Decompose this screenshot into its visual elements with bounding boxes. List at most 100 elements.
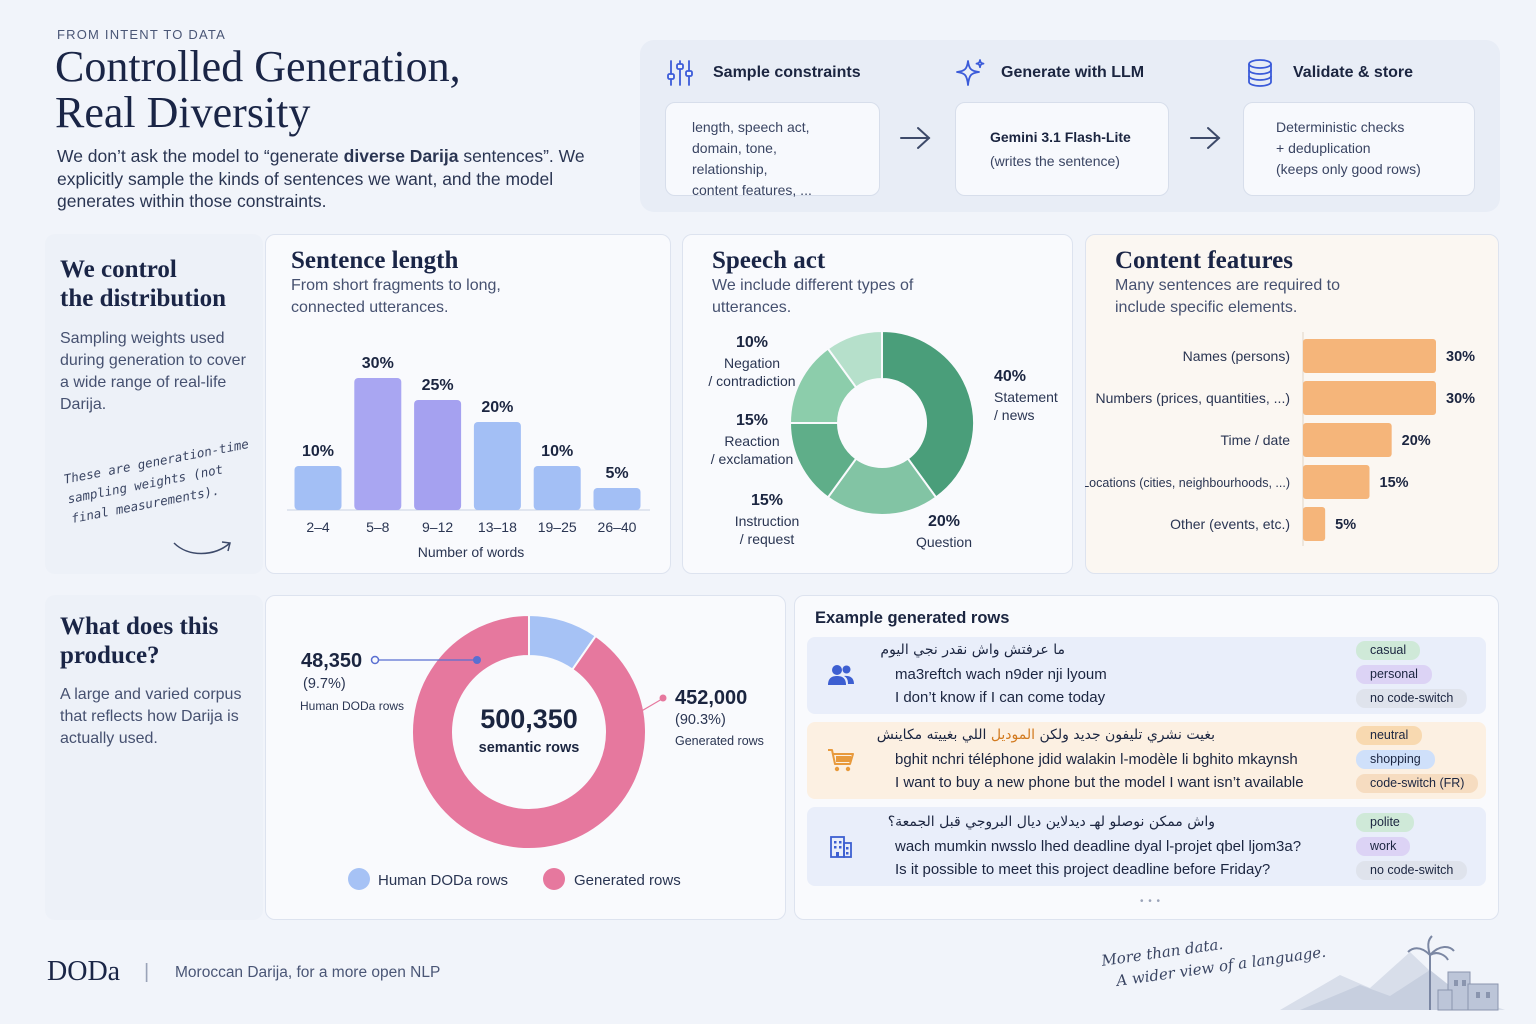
sliders-icon xyxy=(667,60,693,86)
brand-logo: DODa xyxy=(47,956,121,987)
speech-act-subtitle: We include different types of utterances… xyxy=(712,277,914,316)
bar xyxy=(414,400,462,510)
slice-value-label: 15% xyxy=(736,412,768,429)
x-axis-label: Number of words xyxy=(418,544,525,560)
example-english: I want to buy a new phone but the model … xyxy=(895,774,1304,791)
example-arabic: واش ممكن نوصلو لهـ ديدلاين ديال البروجي … xyxy=(887,814,1215,830)
footer-tagline: Moroccan Darija, for a more open NLP xyxy=(175,964,441,981)
bar xyxy=(1303,339,1436,373)
lead-text: We don’t ask the model to “generate dive… xyxy=(57,145,617,213)
example-arabic: ما عرفتش واش نقدر نجي اليوم xyxy=(880,642,1065,658)
step-3-header: Validate & store xyxy=(1245,58,1413,88)
step-3-line-3: (keeps only good rows) xyxy=(1276,161,1421,177)
sentence-length-chart: Number of words 10% 2–4 30% 5–8 25% 9–12 20% 13… xyxy=(287,355,650,560)
bar xyxy=(593,488,641,510)
tag-code-switch: code-switch (FR) xyxy=(1356,774,1479,793)
x-tick-label: 26–40 xyxy=(598,519,637,535)
x-tick-label: 19–25 xyxy=(538,519,577,535)
step-2-box: Gemini 3.1 Flash-Lite (writes the senten… xyxy=(955,102,1169,196)
example-latin: bghit nchri téléphone jdid walakin l-mod… xyxy=(895,751,1298,768)
example-english: Is it possible to meet this project dead… xyxy=(895,861,1271,878)
lead-bold: diverse Darija xyxy=(343,146,459,166)
legend-label: Human DODa rows xyxy=(378,872,508,889)
tag-code-switch: no code-switch xyxy=(1356,861,1468,880)
tag-tone: neutral xyxy=(1356,726,1423,745)
x-tick-label: 2–4 xyxy=(306,519,330,535)
center-label: semantic rows xyxy=(479,740,580,756)
title-line-2: Real Diversity xyxy=(55,88,311,137)
slice-category-label: / contradiction xyxy=(708,373,795,389)
title-line-1: Controlled Generation, xyxy=(55,42,461,91)
y-tick-label: Names (persons) xyxy=(1183,348,1290,364)
step-1-header: Sample constraints xyxy=(665,58,861,88)
y-tick-label: Locations (cities, neighbourhoods, ...) xyxy=(1085,476,1290,490)
step-2-line-2: (writes the sentence) xyxy=(990,153,1120,169)
lead-post: sentences”. We explicitly sample the kin… xyxy=(57,146,585,211)
step-3-box: Deterministic checks + deduplication (ke… xyxy=(1243,102,1475,196)
example-row: واش ممكن نوصلو لهـ ديدلاين ديال البروجي … xyxy=(807,807,1486,886)
produce-desc: A large and varied corpus that reflects … xyxy=(60,686,242,747)
step-3-title: Validate & store xyxy=(1293,64,1414,81)
donut-slice xyxy=(881,329,975,499)
slice-category-label: / request xyxy=(740,531,795,547)
produce-title-line-2: produce? xyxy=(60,642,160,669)
example-arabic-highlight: الموديل xyxy=(990,727,1036,743)
content-features-title: Content features xyxy=(1115,247,1293,274)
bar-value-label: 30% xyxy=(1446,349,1475,365)
bar xyxy=(1303,507,1326,541)
speech-act-chart: 40% Statement / news 20% Question 15% Instruct… xyxy=(708,329,1058,550)
y-tick-label: Other (events, etc.) xyxy=(1170,516,1290,532)
bar-value-label: 30% xyxy=(362,355,394,372)
bar-value-label: 10% xyxy=(302,443,334,460)
database-icon xyxy=(1248,59,1272,87)
bar-value-label: 25% xyxy=(422,377,454,394)
x-tick-label: 13–18 xyxy=(478,519,517,535)
callout-value: 48,350 xyxy=(301,650,362,672)
sentence-length-card xyxy=(265,234,671,574)
produce-side-panel xyxy=(45,595,263,920)
example-arabic-post: اللي بغييته مكاينش xyxy=(876,727,991,743)
examples-title: Example generated rows xyxy=(815,609,1010,627)
page-title: Controlled Generation, Real Diversity xyxy=(55,44,461,136)
donut-slice xyxy=(826,329,883,389)
distribution-title: We control the distribution xyxy=(60,255,226,313)
y-tick-label: Time / date xyxy=(1220,432,1290,448)
slice-value-label: 10% xyxy=(736,334,768,351)
eyebrow: FROM INTENT TO DATA xyxy=(57,27,226,42)
step-3-line-2: + deduplication xyxy=(1276,140,1371,156)
bar-value-label: 30% xyxy=(1446,391,1475,407)
slice-value-label: 15% xyxy=(751,492,783,509)
lead-pre: We don’t ask the model to “generate xyxy=(57,146,344,166)
slice-category-label: Question xyxy=(916,534,972,550)
callout-value: 452,000 xyxy=(675,687,747,709)
curved-arrow-icon xyxy=(173,541,231,555)
slice-category-label: / exclamation xyxy=(711,451,793,467)
sentence-length-title: Sentence length xyxy=(291,247,459,274)
slice-category-label: Reaction xyxy=(724,433,779,449)
bar-value-label: 20% xyxy=(481,399,513,416)
bar-value-label: 15% xyxy=(1380,475,1409,491)
arrow-right-icon xyxy=(1190,127,1221,149)
bar-value-label: 10% xyxy=(541,443,573,460)
distribution-side-panel xyxy=(45,234,263,574)
center-value: 500,350 xyxy=(480,704,578,734)
distribution-desc: Sampling weights used during generation … xyxy=(60,330,246,413)
bar xyxy=(294,466,342,510)
people-icon xyxy=(828,665,854,685)
step-1-line-3: content features, ... xyxy=(692,182,812,198)
step-1-line-2: domain, tone, relationship, xyxy=(692,140,777,177)
bar-value-label: 5% xyxy=(605,465,628,482)
content-features-subtitle: Many sentences are required to include s… xyxy=(1115,277,1341,316)
bar xyxy=(354,378,402,510)
bar xyxy=(473,422,521,510)
tag-code-switch: no code-switch xyxy=(1356,689,1468,708)
example-row: ما عرفتش واش نقدر نجي اليوم ma3reftch wa… xyxy=(807,637,1486,714)
building-icon xyxy=(830,836,852,858)
produce-title: What does this produce? xyxy=(60,612,218,670)
more-indicator: • • • xyxy=(1140,896,1162,907)
slice-value-label: 20% xyxy=(928,513,960,530)
slice-category-label: Negation xyxy=(724,355,780,371)
landscape-illustration xyxy=(1280,935,1505,1011)
callout-label: Generated rows xyxy=(675,734,764,748)
step-2-header: Generate with LLM xyxy=(955,58,1144,88)
